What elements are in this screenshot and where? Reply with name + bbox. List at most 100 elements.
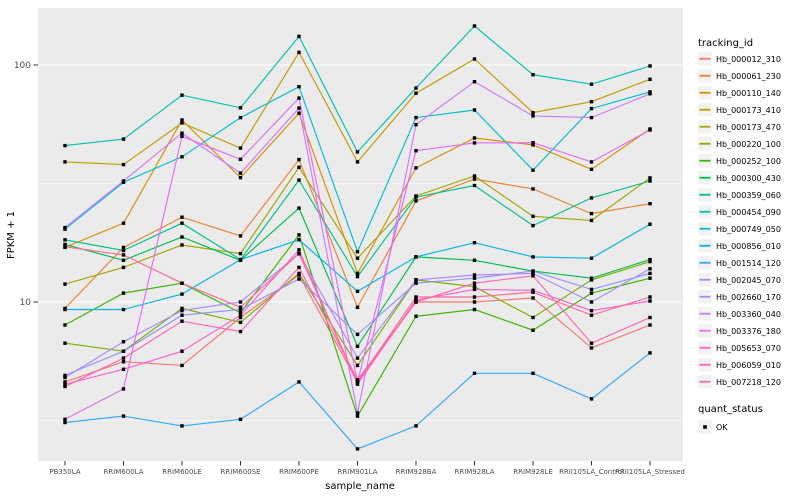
data-point bbox=[472, 295, 477, 299]
data-point bbox=[414, 278, 418, 282]
legend-entry-label: Hb_000252_100 bbox=[716, 157, 781, 166]
legend-entry: Hb_000856_010 bbox=[698, 239, 781, 253]
data-point bbox=[531, 288, 535, 292]
legend-entry-label: Hb_000454_090 bbox=[716, 208, 781, 217]
data-point bbox=[648, 267, 652, 271]
data-point bbox=[531, 214, 535, 218]
data-point bbox=[180, 281, 184, 285]
data-point bbox=[648, 128, 652, 132]
data-point bbox=[180, 121, 184, 125]
data-point bbox=[589, 313, 594, 317]
legend-entry: Hb_000061_230 bbox=[698, 69, 781, 83]
y-tick-label: 10 bbox=[20, 298, 32, 308]
data-point bbox=[531, 271, 535, 276]
data-point bbox=[531, 371, 535, 375]
data-point bbox=[180, 221, 184, 225]
data-point bbox=[238, 311, 243, 315]
data-point bbox=[414, 424, 418, 428]
data-point bbox=[531, 114, 535, 118]
data-point bbox=[355, 356, 360, 360]
data-point bbox=[355, 150, 360, 154]
data-point bbox=[355, 447, 360, 451]
legend-entry: Hb_003360_040 bbox=[698, 307, 781, 321]
data-point bbox=[472, 141, 477, 145]
data-point bbox=[589, 278, 594, 282]
data-point bbox=[238, 313, 243, 317]
data-point bbox=[121, 340, 126, 344]
data-point bbox=[472, 80, 477, 84]
legend-entry-label: Hb_000110_140 bbox=[716, 89, 781, 98]
data-point bbox=[531, 269, 535, 273]
y-axis-ticks: 100 10 bbox=[14, 61, 38, 308]
data-point bbox=[648, 257, 652, 262]
data-point bbox=[121, 137, 126, 141]
legend-entries: Hb_000012_310 Hb_000061_230 Hb_000110_140 H… bbox=[698, 52, 781, 389]
legend-entry: Hb_000110_140 bbox=[698, 86, 781, 100]
data-point bbox=[238, 305, 243, 309]
data-point bbox=[297, 111, 301, 115]
data-point bbox=[180, 235, 184, 239]
legend-entry: Hb_000012_310 bbox=[698, 52, 781, 66]
data-point bbox=[121, 258, 126, 262]
x-tick-label: RRII105LA_Stressed bbox=[615, 468, 685, 476]
data-point bbox=[63, 225, 67, 230]
data-point bbox=[531, 255, 535, 259]
data-point bbox=[63, 420, 67, 425]
x-tick-label: PB350LA bbox=[49, 468, 80, 476]
data-point bbox=[355, 160, 360, 164]
legend-quant-title: quant_status bbox=[698, 404, 763, 415]
data-point bbox=[297, 85, 301, 89]
legend-entry-label: Hb_000856_010 bbox=[716, 242, 781, 251]
data-point bbox=[63, 375, 67, 380]
data-point bbox=[180, 93, 184, 97]
data-point bbox=[355, 305, 360, 309]
data-point bbox=[648, 90, 652, 94]
legend-entry-label: Hb_000220_100 bbox=[716, 140, 781, 149]
legend-entry-label: Hb_002045_070 bbox=[716, 276, 781, 285]
legend-entry: Hb_000252_100 bbox=[698, 154, 781, 168]
data-point bbox=[589, 397, 594, 401]
legend-entry-label: Hb_007218_120 bbox=[716, 378, 781, 387]
data-point bbox=[648, 299, 652, 303]
x-tick-label: RRIM928LA bbox=[454, 468, 494, 476]
data-point bbox=[355, 363, 360, 368]
y-tick-label: 100 bbox=[14, 61, 31, 71]
legend-entry-label: Hb_001514_120 bbox=[716, 259, 781, 268]
y-axis-title: FPKM + 1 bbox=[6, 211, 17, 259]
data-point bbox=[589, 106, 594, 111]
quant-ok-square-icon bbox=[703, 425, 707, 429]
data-point bbox=[63, 373, 67, 378]
data-point bbox=[63, 242, 67, 247]
data-point bbox=[472, 177, 477, 181]
data-point bbox=[297, 106, 301, 110]
legend-tracking-title: tracking_id bbox=[698, 38, 753, 49]
data-point bbox=[531, 296, 535, 300]
legend-entry-label: Hb_000359_060 bbox=[716, 191, 781, 200]
data-point bbox=[472, 24, 477, 28]
data-point bbox=[121, 221, 126, 225]
legend-entry-label: Hb_006059_010 bbox=[716, 361, 781, 370]
x-axis-ticks: PB350LA RRIM600LA RRIM600LE RRIM600SE RRIM60… bbox=[49, 461, 685, 476]
data-point bbox=[648, 276, 652, 280]
data-point bbox=[531, 110, 535, 115]
data-point bbox=[297, 380, 301, 384]
legend-entry-label: Hb_005653_070 bbox=[716, 344, 781, 353]
data-point bbox=[472, 273, 477, 277]
data-point bbox=[648, 202, 652, 206]
legend-entry: Hb_001514_120 bbox=[698, 256, 781, 270]
data-point bbox=[63, 417, 67, 421]
data-point bbox=[238, 251, 243, 256]
data-point bbox=[180, 131, 184, 135]
data-point bbox=[180, 155, 184, 159]
legend-entry-label: Hb_003360_040 bbox=[716, 310, 781, 319]
data-point bbox=[589, 218, 594, 223]
data-point bbox=[414, 298, 418, 302]
data-point bbox=[472, 300, 477, 304]
data-point bbox=[238, 175, 243, 180]
data-point bbox=[414, 123, 418, 127]
data-point bbox=[238, 157, 243, 161]
legend-entry: Hb_000749_050 bbox=[698, 222, 781, 236]
data-point bbox=[472, 57, 477, 61]
